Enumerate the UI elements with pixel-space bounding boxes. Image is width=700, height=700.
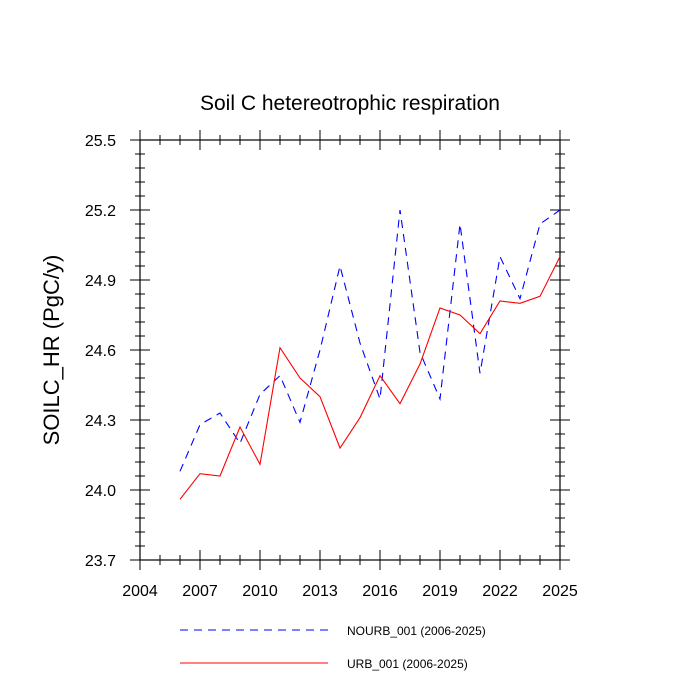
x-tick-label: 2010 [242, 583, 278, 600]
y-tick-label: 24.3 [85, 413, 116, 430]
legend-label-1: NOURB_001 (2006-2025) [347, 624, 486, 638]
plot-area: 2004 2007 2010 2013 2016 2019 2022 2025 23.7 24.0… [85, 130, 578, 600]
x-tick-label: 2019 [422, 583, 458, 600]
chart-title: Soil C hetereotrophic respiration [200, 92, 500, 115]
series-line-1 [179, 209, 561, 472]
y-axis-label: SOILC_HR (PgC/y) [39, 255, 64, 446]
y-tick-label: 24.9 [85, 273, 116, 290]
legend: NOURB_001 (2006-2025) URB_001 (2006-2025) [180, 624, 486, 671]
y-tick-label: 25.5 [85, 133, 116, 150]
x-tick-label: 2007 [182, 583, 218, 600]
x-tick-label: 2022 [482, 583, 518, 600]
y-tick-label: 25.2 [85, 203, 116, 220]
x-tick-label: 2016 [362, 583, 398, 600]
legend-label-2: URB_001 (2006-2025) [347, 657, 468, 671]
plot-frame [139, 139, 561, 561]
series-line-2 [179, 256, 561, 500]
x-tick-label: 2013 [302, 583, 338, 600]
y-tick-label: 24.6 [85, 343, 116, 360]
x-tick-label: 2004 [122, 583, 158, 600]
x-tick-label: 2025 [542, 583, 578, 600]
y-tick-label: 24.0 [85, 483, 116, 500]
y-tick-label: 23.7 [85, 553, 116, 570]
